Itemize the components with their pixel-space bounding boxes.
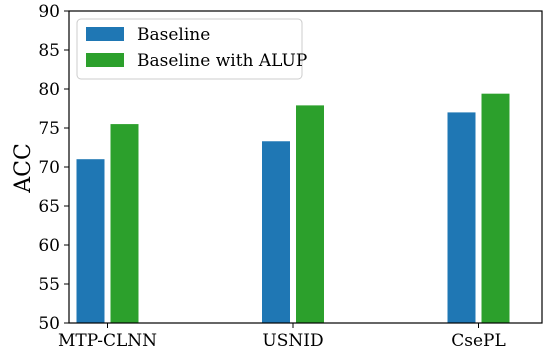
y-axis-label: ACC — [11, 143, 36, 194]
x-tick-label: USNID — [262, 331, 323, 351]
y-tick-label: 65 — [38, 197, 60, 217]
y-tick-label: 60 — [38, 236, 60, 256]
y-tick-label: 90 — [38, 2, 60, 22]
legend-label: Baseline with ALUP — [137, 51, 307, 71]
y-tick-label: 75 — [38, 119, 60, 139]
legend-label: Baseline — [137, 25, 210, 45]
bar-baseline-usnid — [262, 141, 290, 323]
bar-baseline-mtp-clnn — [76, 159, 105, 323]
legend-swatch — [86, 53, 124, 67]
legend-box — [76, 18, 303, 80]
legend: Baseline Baseline with ALUP — [76, 18, 307, 80]
bar-baseline-with-alup-mtp-clnn — [110, 124, 139, 323]
bar-baseline-with-alup-csepl — [481, 93, 510, 324]
bar-baseline-with-alup-usnid — [296, 105, 324, 323]
y-tick-label: 50 — [38, 314, 60, 334]
y-tick-label: 70 — [38, 158, 60, 178]
bars-layer — [76, 93, 510, 324]
y-tick-label: 80 — [38, 80, 60, 100]
x-ticks-layer: MTP-CLNN USNID CsePL — [58, 323, 506, 351]
bar-baseline-csepl — [447, 112, 476, 324]
x-tick-label: MTP-CLNN — [58, 331, 157, 351]
y-ticks-layer: 50 55 60 65 70 75 80 85 90 — [38, 2, 69, 334]
x-tick-label: CsePL — [451, 331, 506, 351]
y-tick-label: 55 — [38, 275, 60, 295]
y-tick-label: 85 — [38, 41, 60, 61]
legend-swatch — [86, 27, 124, 41]
